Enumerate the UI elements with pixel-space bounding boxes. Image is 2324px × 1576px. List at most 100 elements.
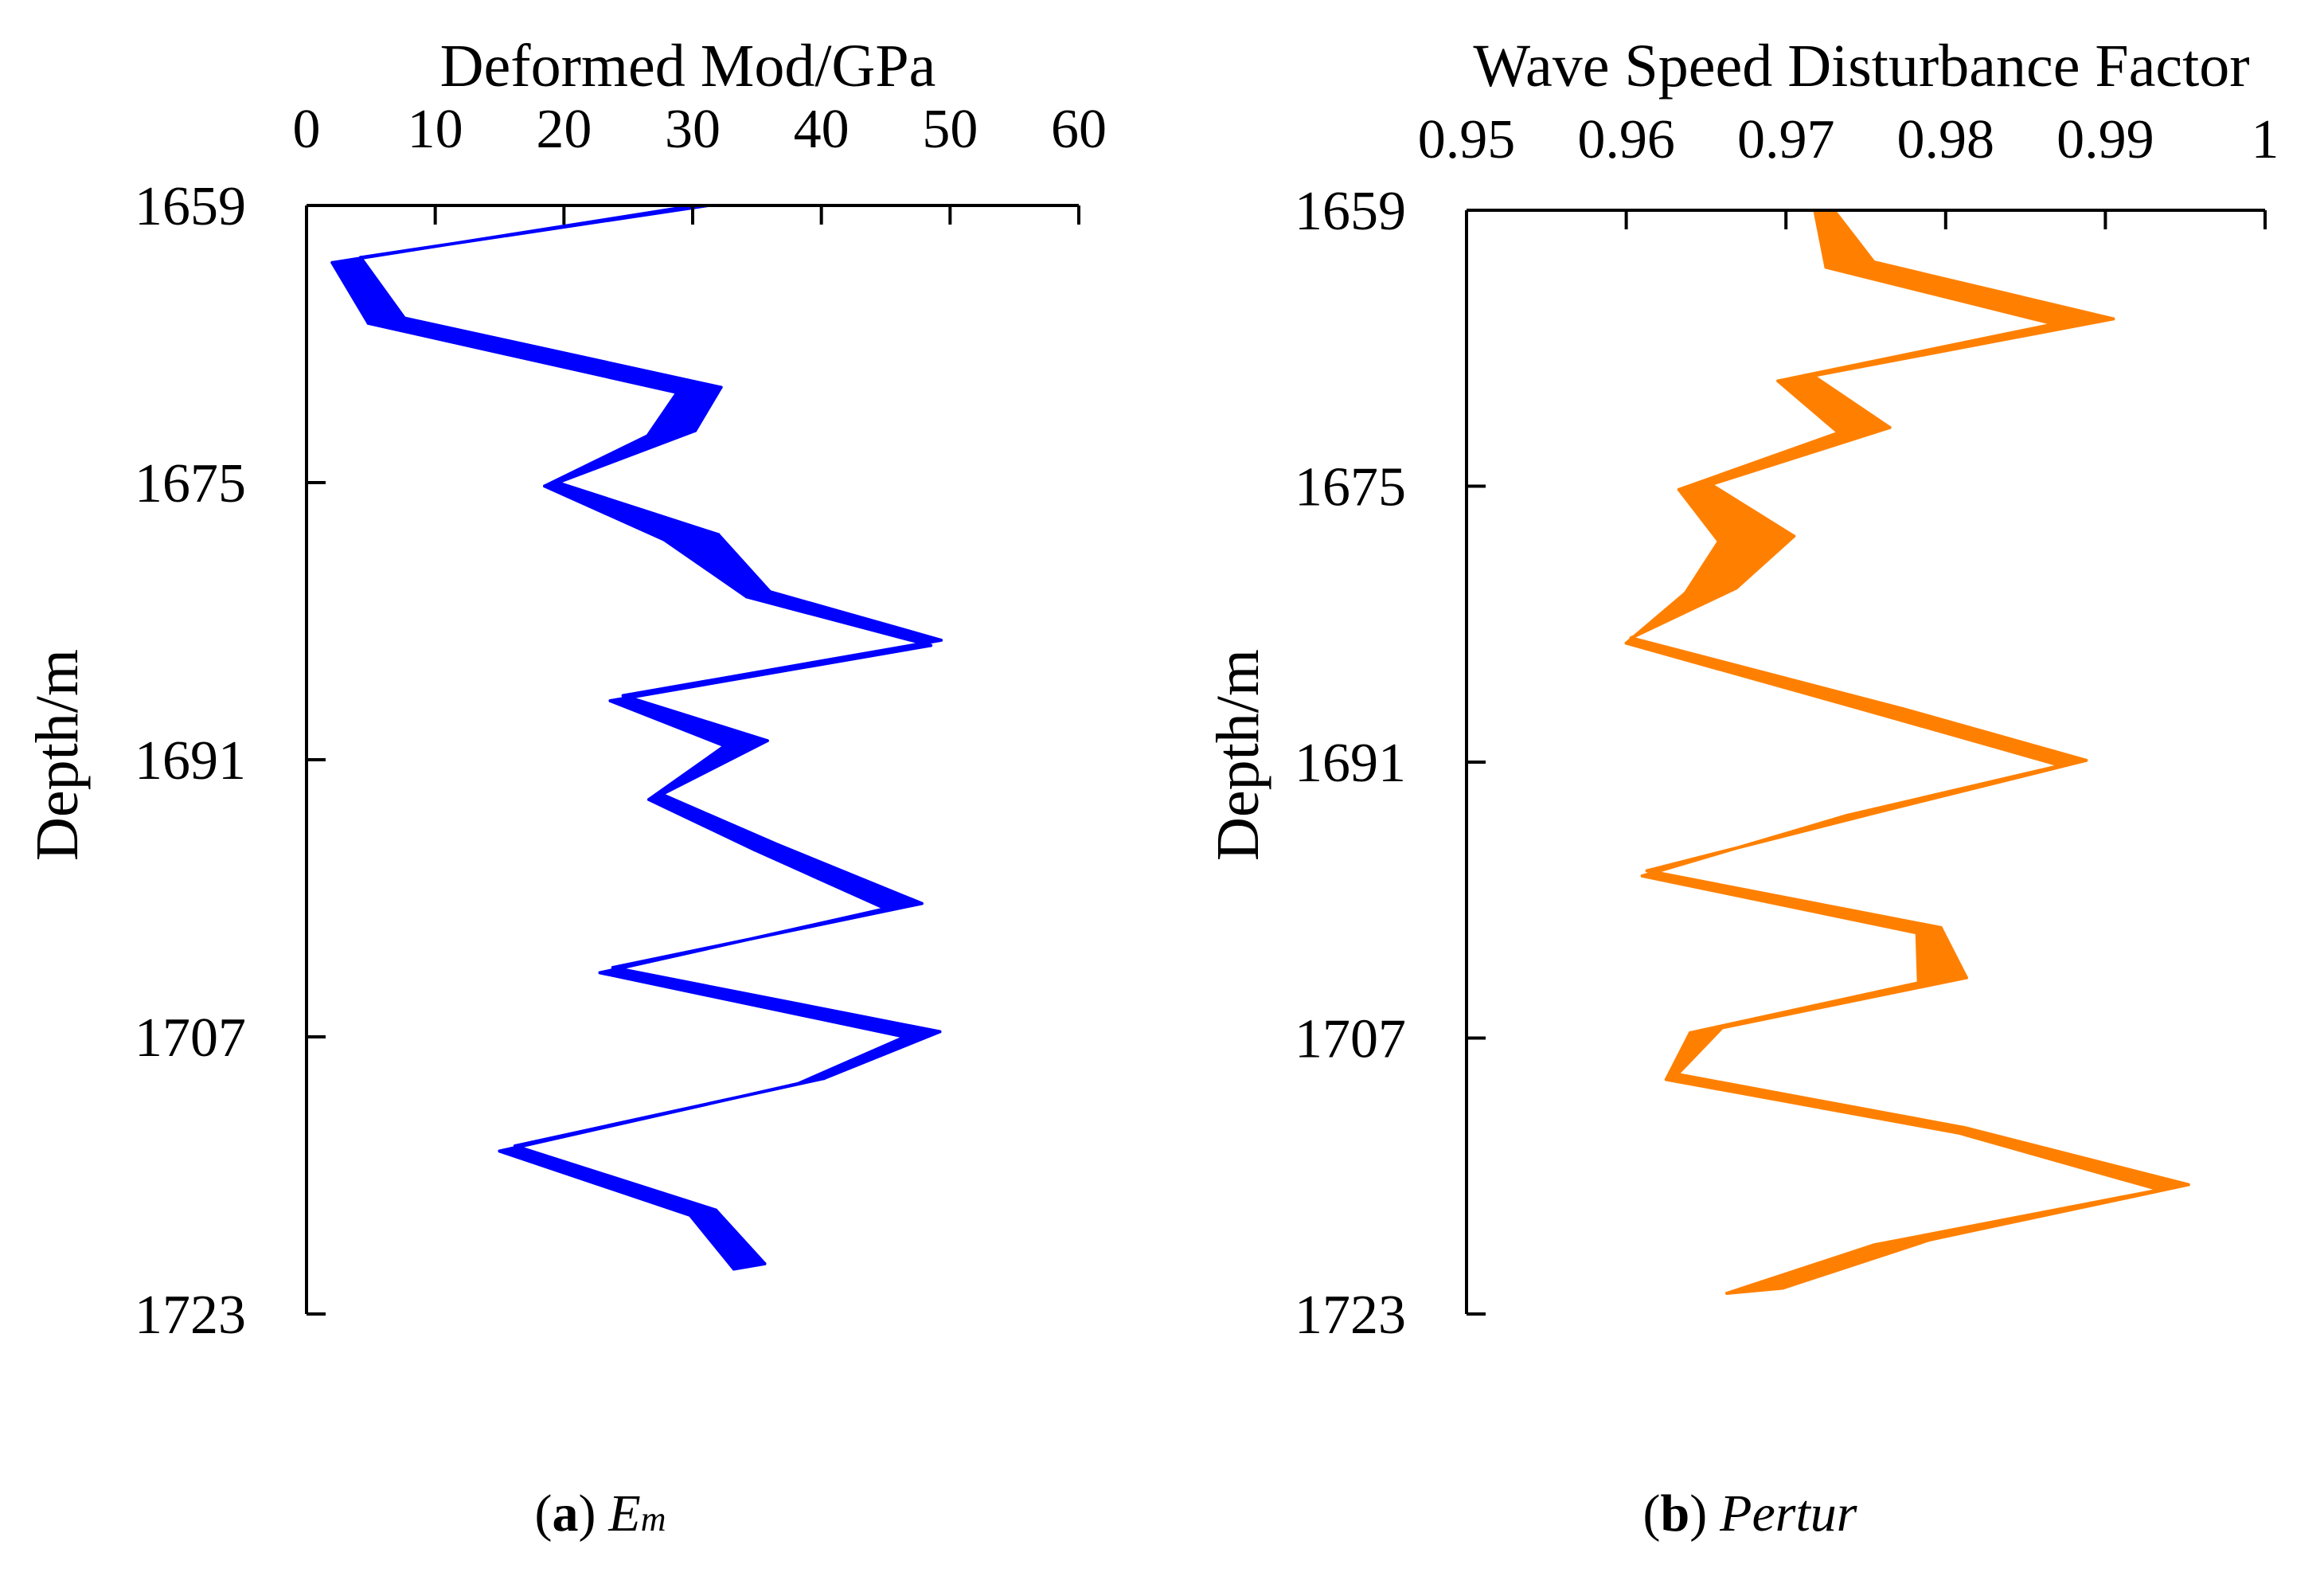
panel-b-upper-point-17 [1963, 1126, 1967, 1130]
caption-a: (a) Em [534, 1484, 666, 1543]
panel-b-upper-point-4 [1888, 425, 1892, 429]
panel-b-upper-point-19 [1928, 1238, 1931, 1242]
panel-a-band-area [330, 204, 943, 1271]
panel-b-lower-point-7 [1683, 591, 1687, 595]
panel-a-y-tick-label-2: 1691 [135, 730, 246, 792]
caption-a-letter: a [552, 1484, 578, 1543]
panel-a-lower-point-6 [662, 538, 666, 542]
panel-a-upper-point-14 [611, 966, 615, 969]
panel-b-x-tick-label-1: 0.96 [1577, 109, 1675, 170]
panel-a-lower-point-15 [903, 1035, 907, 1038]
panel-a-lower-point-1 [330, 260, 334, 264]
panel-b-upper-point-1 [1872, 260, 1876, 264]
panel-a-lower-point-19 [732, 1267, 736, 1271]
panel-b-x-tick-label-3: 0.98 [1897, 109, 1995, 170]
panel-a-upper-point-5 [556, 481, 560, 484]
panel-b-y-tick-label-0: 1659 [1295, 181, 1406, 242]
panel-a-y-tick-label-3: 1707 [135, 1007, 246, 1069]
panel-b-lower-point-6 [1717, 539, 1721, 543]
panel-a-lower-point-12 [752, 848, 756, 852]
panel-a-lower-point-16 [796, 1081, 800, 1085]
panel-b-x-tick-label-2: 0.97 [1737, 109, 1835, 170]
panel-b-upper-point-13 [1939, 925, 1943, 929]
panel-b-y-tick-label-3: 1707 [1295, 1009, 1406, 1070]
panel-a-lower-point-13 [884, 907, 888, 910]
panel-a-upper-point-1 [358, 256, 362, 260]
panel-b-upper-point-11 [1883, 808, 1887, 812]
panel-a-lower-point-7 [744, 595, 748, 599]
caption-b-letter: b [1660, 1484, 1689, 1543]
panel-b-upper-point-12 [1645, 869, 1649, 873]
panel-b-lower-point-3 [1776, 379, 1780, 383]
panel-a-lower-point-9 [608, 699, 612, 702]
panel-a-y-tick-label-1: 1675 [135, 453, 246, 514]
panel-b-lower-point-16 [1664, 1077, 1668, 1081]
panel-a-upper-point-2 [402, 316, 406, 320]
panel-a-lower-point-14 [598, 971, 602, 975]
panel-b-y-tick-label-1: 1675 [1295, 457, 1406, 518]
panel-b-band-area [1624, 209, 2190, 1295]
panel-b-upper-point-3 [1811, 373, 1815, 377]
panel-b-y-axis-title: Depth/m [1205, 649, 1271, 861]
panel-b-chart: Wave Speed Disturbance Factor Depth/m 0.… [1205, 33, 2279, 1346]
panel-b-upper-point-20 [1781, 1286, 1785, 1290]
panel-a-upper-point-6 [717, 533, 721, 537]
panel-b-axes: 0.95 0.96 0.97 0.98 0.99 1 1659 1675 1691 1707 172… [1295, 109, 2279, 1346]
panel-b-lower-point-1 [1824, 265, 1828, 269]
panel-a-upper-point-18 [714, 1208, 718, 1212]
caption-b-open-paren: ( [1642, 1484, 1660, 1543]
panel-a-x-tick-label-5: 50 [922, 99, 978, 160]
panel-b-upper-point-7 [1735, 586, 1738, 590]
panel-b-lower-point-8 [1624, 641, 1628, 645]
panel-a-upper-point-19 [763, 1261, 767, 1265]
panel-b-upper-point-2 [2111, 317, 2115, 321]
panel-b-upper-point-8 [1629, 636, 1633, 640]
panel-a-lower-point-17 [498, 1149, 502, 1153]
panel-b-lower-point-10 [2059, 764, 2063, 768]
panel-b-y-tick-label-2: 1691 [1295, 733, 1406, 794]
panel-b-upper-point-14 [1964, 976, 1968, 980]
panel-a-x-tick-label-2: 20 [536, 99, 592, 160]
panel-b-lower-point-9 [1877, 712, 1881, 716]
panel-a-x-tick-label-1: 10 [408, 99, 463, 160]
panel-a-upper-point-10 [765, 739, 769, 743]
panel-a-chart: Deformed Mod/GPa Depth/m 0 10 20 30 40 50 60 16… [24, 33, 1107, 1346]
panel-b-lower-point-5 [1677, 487, 1681, 491]
panel-b-upper-point-9 [1900, 706, 1904, 710]
panel-a-lower-point-3 [675, 390, 679, 394]
panel-b-lower-point-18 [2158, 1188, 2162, 1192]
caption-a-subscript: m [641, 1500, 666, 1539]
panel-a-upper-point-11 [660, 792, 664, 796]
panel-a-upper-point-17 [513, 1144, 517, 1148]
panel-a-lower-point-18 [688, 1214, 692, 1217]
panel-a-x-tick-label-3: 30 [665, 99, 721, 160]
panel-a-x-axis-title: Deformed Mod/GPa [440, 33, 936, 100]
panel-a-y-tick-label-0: 1659 [135, 176, 246, 237]
panel-a-x-tick-label-4: 40 [794, 99, 850, 160]
caption-a-open-paren: ( [534, 1484, 552, 1543]
panel-a-lower-point-5 [543, 484, 547, 488]
panel-b-upper-point-15 [1721, 1026, 1724, 1030]
panel-a-y-axis-title: Depth/m [24, 649, 91, 861]
panel-a-lower-point-2 [366, 321, 370, 325]
panel-a-y-tick-label-4: 1723 [135, 1285, 246, 1346]
panel-b-lower-point-15 [1688, 1031, 1692, 1034]
panel-a-upper-point-13 [920, 901, 924, 905]
panel-b-lower-point-4 [1837, 431, 1841, 435]
panel-a-upper-point-12 [775, 843, 779, 847]
panel-a-lower-point-8 [929, 643, 933, 647]
panel-b-lower-point-17 [1956, 1131, 1960, 1135]
panel-b-upper-point-18 [2186, 1183, 2190, 1187]
panel-b-lower-point-2 [2053, 322, 2056, 326]
caption-b-name: Pertur [1719, 1484, 1857, 1543]
caption-b-close-paren: ) [1689, 1484, 1707, 1543]
panel-b-upper-point-10 [2084, 758, 2088, 762]
panel-a-plot-marks [330, 204, 943, 1271]
panel-a-x-tick-label-6: 60 [1051, 99, 1107, 160]
caption-b: (b) Pertur [1642, 1484, 1857, 1543]
panel-b-lower-point-13 [1915, 931, 1919, 935]
panel-b-upper-point-6 [1792, 534, 1796, 538]
panel-b-x-tick-label-4: 0.99 [2056, 109, 2154, 170]
panel-a-axes: 0 10 20 30 40 50 60 1659 1675 1691 1707 1723 [135, 99, 1107, 1346]
